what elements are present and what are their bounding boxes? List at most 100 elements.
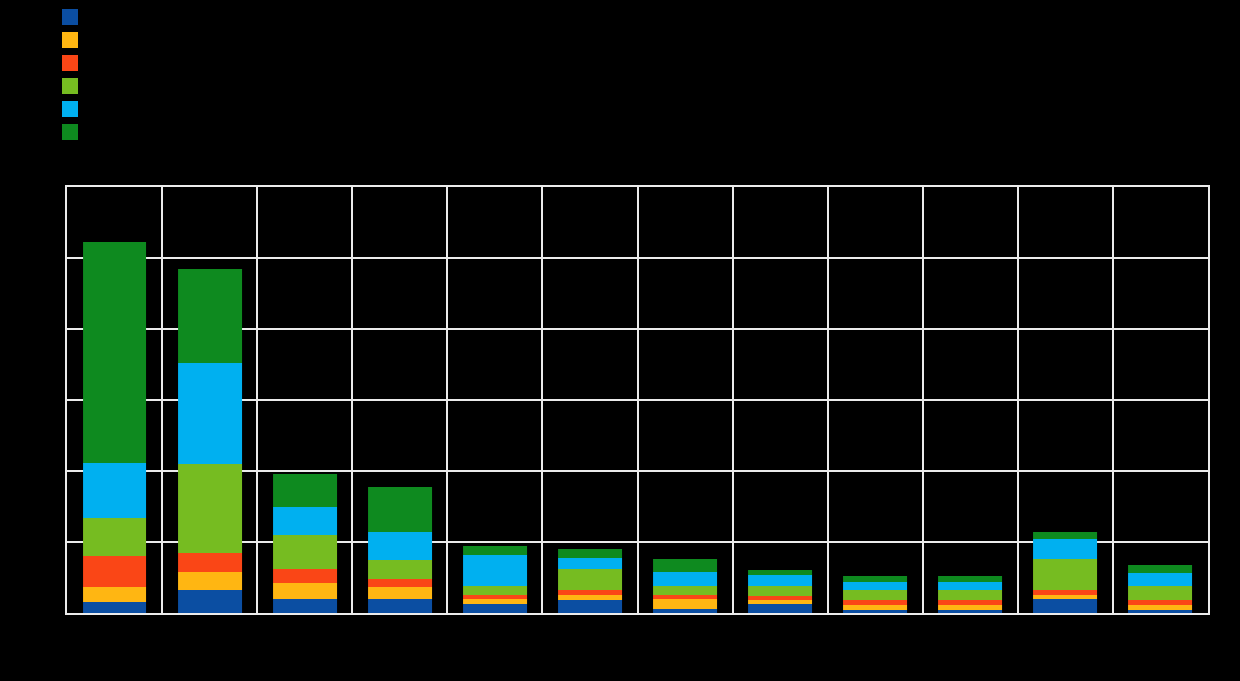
bar-segment [272,569,337,584]
bar-segment [462,554,527,587]
bar-segment [558,569,622,591]
horizontal-gridline [67,327,1208,330]
legend-item [62,100,86,117]
bar-group [367,486,432,613]
bar-segment [177,269,242,364]
legend-swatch [62,77,78,94]
legend-item [62,123,86,140]
bar-segment [462,598,527,605]
bar-group [82,242,147,613]
bar-segment [558,594,622,601]
bar-segment [82,556,147,588]
bar-segment [1128,564,1193,574]
bar-segment [748,574,813,587]
bar-segment [938,600,1003,605]
bar-segment [1033,559,1098,591]
bar-segment [272,598,337,613]
bar-segment [843,590,908,601]
bar-segment [653,559,717,572]
bar-group [843,576,908,613]
bar-segment [748,604,813,613]
bar-segment [748,600,813,605]
bar-group [1033,532,1098,613]
bar-segment [82,517,147,557]
bar-segment [653,598,717,609]
bar-segment [367,532,432,561]
bar-segment [653,586,717,595]
bar-segment [938,604,1003,611]
horizontal-gridline [67,469,1208,472]
bar-segment [1033,590,1098,595]
bar-group [558,549,622,613]
bar-segment [82,462,147,518]
bar-segment [558,549,622,558]
bar-segment [272,534,337,570]
bar-segment [843,576,908,582]
horizontal-gridline [67,256,1208,259]
bar-segment [938,581,1003,591]
legend-swatch [62,31,78,48]
bar-segment [462,604,527,613]
bar-segment [462,546,527,555]
bar-group [177,269,242,613]
bar-segment [82,242,147,463]
bar-segment [558,557,622,570]
bar-segment [272,473,337,507]
bar-segment [843,600,908,605]
bar-segment [367,598,432,613]
legend-item [62,54,86,71]
bar-segment [177,571,242,591]
bar-segment [558,590,622,595]
legend-swatch [62,8,78,25]
bar-group [938,576,1003,613]
bar-segment [558,600,622,613]
bar-segment [843,604,908,611]
bar-segment [272,583,337,599]
bar-segment [177,590,242,613]
bar-segment [938,610,1003,613]
bar-group [462,546,527,613]
bar-segment [653,594,717,599]
bar-segment [1128,586,1193,601]
bar-segment [843,610,908,613]
bar-segment [1128,573,1193,587]
bar-group [1128,564,1193,613]
bar-segment [177,363,242,464]
legend-swatch [62,123,78,140]
bar-segment [653,571,717,587]
bar-segment [1128,600,1193,605]
legend-swatch [62,100,78,117]
bar-segment [82,601,147,613]
bar-segment [1033,594,1098,599]
plot-area [65,185,1210,615]
bar-segment [367,486,432,533]
legend-item [62,31,86,48]
bar-segment [748,595,813,601]
bar-segment [462,586,527,595]
bar-segment [1128,604,1193,611]
bar-group [748,570,813,613]
legend-item [62,8,86,25]
bar-segment [748,586,813,596]
bar-segment [367,578,432,588]
bar-segment [82,587,147,602]
bar-group [653,559,717,613]
horizontal-gridline [67,399,1208,401]
legend-item [62,77,86,94]
bar-segment [653,608,717,613]
bar-segment [938,590,1003,601]
bar-segment [843,581,908,591]
bar-segment [1128,610,1193,613]
bar-segment [367,560,432,579]
bar-segment [1033,539,1098,560]
chart-legend [62,8,86,140]
bar-segment [938,576,1003,582]
bar-segment [177,463,242,554]
bar-segment [272,506,337,535]
legend-swatch [62,54,78,71]
bar-group [272,473,337,613]
horizontal-gridline [67,541,1208,543]
bar-segment [462,594,527,599]
bar-segment [177,553,242,572]
